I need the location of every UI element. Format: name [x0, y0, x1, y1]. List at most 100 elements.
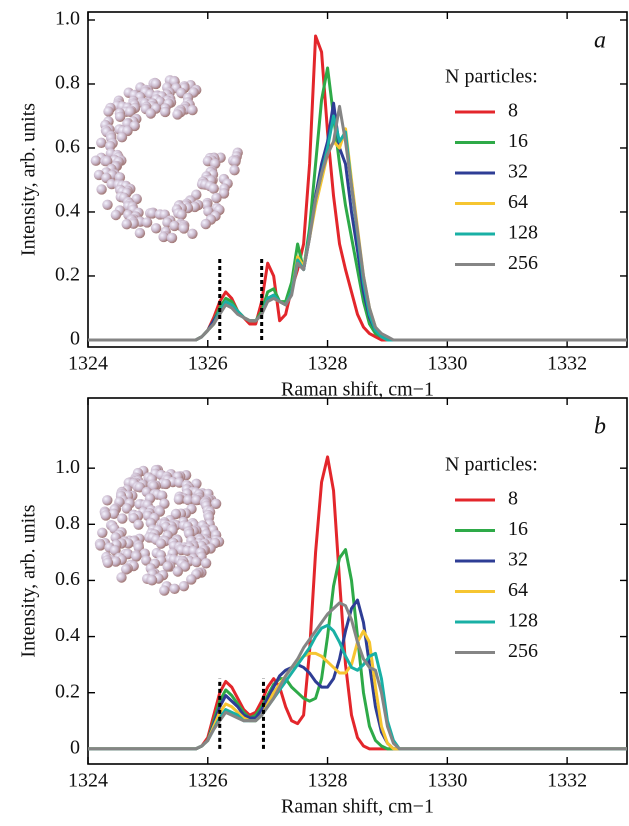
particle-cluster	[90, 75, 243, 244]
particle	[230, 156, 241, 167]
particle	[108, 508, 120, 519]
particle	[145, 108, 156, 119]
particle	[169, 583, 180, 594]
particle-cluster	[94, 464, 225, 596]
particle	[176, 209, 187, 220]
particle	[95, 540, 106, 551]
particle	[90, 155, 102, 166]
particle	[200, 218, 211, 230]
series-line	[88, 548, 627, 751]
y-tick-label: 0.4	[55, 200, 80, 222]
panel-label: b	[594, 414, 606, 440]
series-line	[88, 104, 627, 342]
y-tick-label: 0.6	[55, 136, 80, 158]
particle	[173, 494, 185, 505]
particle	[116, 132, 128, 143]
legend-label: 32	[508, 161, 528, 183]
particle	[191, 556, 202, 568]
x-tick-label: 1324	[68, 770, 108, 792]
particle	[160, 106, 171, 118]
legend-label: 256	[508, 252, 538, 274]
particle	[172, 109, 183, 120]
particle	[103, 106, 114, 117]
x-axis-label: Raman shift, cm−1	[281, 796, 434, 818]
particle	[150, 78, 162, 90]
particle	[172, 566, 183, 577]
particle	[147, 208, 158, 219]
series-line	[88, 623, 627, 751]
particle	[100, 510, 112, 521]
particle	[96, 137, 107, 148]
particle	[116, 572, 127, 583]
legend-label: 32	[508, 549, 528, 571]
y-tick-label: 0.4	[55, 624, 80, 646]
particle	[131, 551, 142, 562]
particle	[102, 495, 113, 506]
particle	[186, 574, 197, 585]
x-tick-label: 1326	[188, 353, 228, 375]
particle	[102, 557, 114, 568]
x-tick-label: 1330	[427, 353, 467, 375]
particle	[155, 538, 167, 549]
particle	[158, 231, 169, 243]
particle	[178, 581, 190, 592]
particle	[121, 564, 132, 575]
x-tick-label: 1326	[188, 770, 228, 792]
particle	[159, 585, 170, 596]
particle	[110, 556, 122, 567]
particle	[160, 478, 172, 490]
y-axis-label: Intensity, arb. units	[18, 504, 40, 657]
x-tick-label: 1332	[547, 353, 587, 375]
legend-label: 16	[508, 130, 528, 152]
particle	[218, 188, 230, 199]
particle	[148, 481, 159, 492]
particle	[191, 494, 202, 506]
y-tick-label: 0.2	[55, 264, 80, 286]
particle	[187, 228, 198, 239]
legend-title: N particles:	[445, 66, 538, 88]
particle	[157, 490, 168, 501]
y-tick-label: 0	[70, 328, 80, 350]
particle	[102, 199, 113, 210]
legend-label: 8	[508, 488, 518, 510]
particle	[134, 227, 146, 239]
particle	[211, 192, 222, 204]
particle	[110, 209, 122, 221]
particle	[200, 558, 212, 569]
x-tick-label: 1324	[68, 353, 108, 375]
legend-label: 128	[508, 222, 538, 244]
y-tick-label: 1.0	[55, 456, 80, 478]
y-tick-label: 0.6	[55, 568, 80, 590]
y-tick-label: 0.2	[55, 680, 80, 702]
particle	[179, 561, 191, 572]
x-tick-label: 1328	[308, 353, 348, 375]
particle	[141, 555, 152, 566]
y-tick-label: 0.8	[55, 512, 80, 534]
particle	[150, 223, 162, 234]
particle	[166, 232, 178, 244]
y-tick-label: 1.0	[55, 8, 80, 30]
particle	[229, 165, 240, 176]
legend-label: 64	[508, 579, 528, 601]
plot-frame	[87, 397, 628, 765]
y-tick-label: 0	[70, 736, 80, 758]
particle	[210, 498, 222, 509]
particle	[183, 494, 194, 506]
particle	[114, 111, 126, 123]
legend-label: 8	[508, 100, 518, 122]
legend-label: 128	[508, 610, 538, 632]
particle	[125, 106, 136, 118]
particle	[117, 513, 128, 524]
legend-label: 256	[508, 640, 538, 662]
x-tick-label: 1332	[547, 770, 587, 792]
plot-frame	[87, 11, 628, 348]
particle	[133, 519, 144, 530]
y-tick-label: 0.8	[55, 72, 80, 94]
particle	[121, 219, 132, 230]
particle	[121, 503, 133, 514]
legend-label: 16	[508, 518, 528, 540]
panel-label: a	[594, 28, 606, 54]
particle	[102, 156, 113, 167]
